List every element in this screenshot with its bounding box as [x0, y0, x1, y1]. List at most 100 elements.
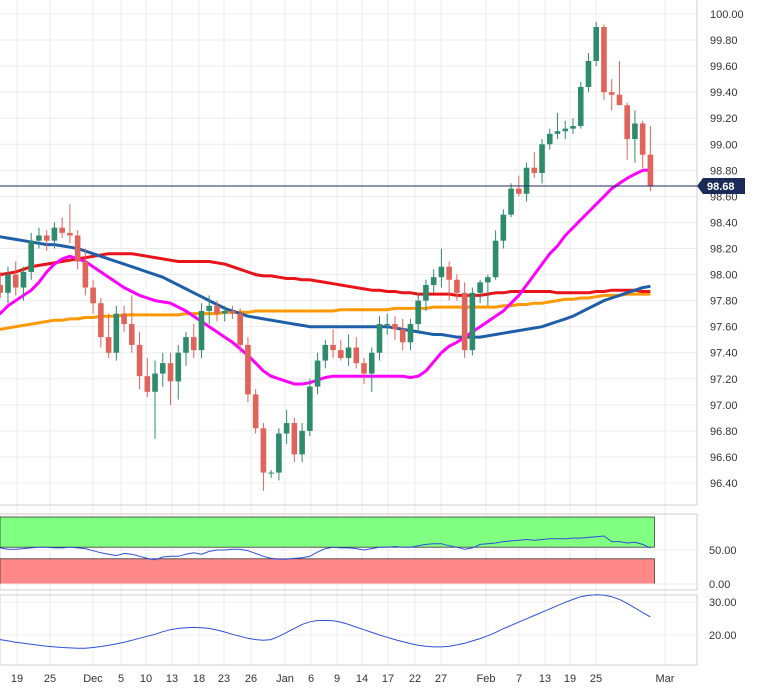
candle: [159, 352, 166, 387]
candle-body: [376, 324, 383, 353]
x-tick-label: Dec: [83, 673, 103, 685]
candle-body: [198, 311, 205, 351]
candle: [454, 274, 460, 301]
candle-body: [237, 313, 243, 345]
adx-line: [0, 594, 651, 649]
candle-body: [252, 394, 259, 429]
adx-frame: [0, 594, 698, 666]
price-y-tick-label: 98.20: [710, 244, 738, 256]
rsi-y-tick-label: 0.00: [709, 579, 730, 591]
candle-body: [82, 261, 89, 288]
rsi-overbought-zone: [0, 516, 655, 548]
x-tick-label: 23: [218, 673, 230, 685]
candle-body: [214, 305, 220, 314]
candle-body: [121, 313, 127, 325]
x-tick-label: 10: [140, 673, 152, 685]
candle: [291, 417, 298, 463]
candle: [392, 316, 398, 340]
candle-body: [616, 94, 623, 106]
candle: [67, 204, 73, 244]
candle: [105, 313, 112, 358]
adx-panel: 30.00 20.00: [0, 594, 737, 666]
candle-body: [12, 274, 19, 288]
x-tick-label: 13: [539, 673, 551, 685]
adx-y-tick-label: 20.00: [709, 630, 737, 642]
price-y-tick-label: 96.40: [710, 478, 738, 490]
candle: [43, 230, 50, 252]
candle: [152, 360, 158, 439]
candle-body: [74, 235, 81, 262]
x-tick-label: 14: [356, 673, 368, 685]
candle: [477, 279, 483, 304]
candle-body: [415, 300, 421, 325]
candle: [59, 217, 65, 239]
candle-body: [438, 266, 445, 278]
candle-body: [368, 352, 375, 374]
candle: [167, 352, 174, 405]
price-y-tick-label: 99.20: [710, 113, 738, 125]
candle-body: [221, 311, 228, 314]
candle: [144, 357, 151, 398]
x-tick-label: Feb: [477, 673, 496, 685]
candle: [338, 339, 344, 361]
candles: [0, 21, 654, 491]
candle: [616, 60, 623, 106]
x-tick-label: 5: [118, 673, 124, 685]
candle: [229, 305, 236, 319]
price-y-tick-label: 97.00: [710, 400, 738, 412]
price-y-tick-label: 98.80: [710, 165, 738, 177]
candle-body: [268, 472, 274, 474]
candle: [485, 274, 491, 306]
candle-body: [477, 282, 483, 293]
candle: [546, 128, 553, 150]
price-y-tick-label: 100.00: [710, 9, 744, 21]
candle: [245, 337, 251, 403]
candle: [601, 24, 607, 100]
rsi-y-tick-label: 50.00: [709, 545, 737, 557]
candle: [51, 222, 58, 249]
last-price-badge: [697, 177, 745, 194]
x-tick-label: 13: [166, 673, 178, 685]
candle: [361, 357, 367, 384]
candle-body: [570, 126, 576, 129]
candle-body: [647, 154, 654, 186]
x-tick-label: 25: [590, 673, 602, 685]
candle: [129, 295, 135, 353]
candle: [237, 308, 243, 353]
candle-body: [384, 324, 391, 326]
candle-body: [423, 284, 429, 301]
candle: [314, 352, 321, 395]
rsi-frame: [0, 513, 698, 591]
candle-body: [554, 131, 561, 134]
candle: [276, 428, 282, 481]
candle: [384, 313, 391, 335]
candle-body: [28, 240, 34, 272]
candle: [531, 152, 538, 179]
candle: [415, 292, 421, 332]
price-y-tick-label: 98.40: [710, 217, 738, 229]
price-y-tick-label: 97.60: [710, 322, 738, 334]
x-tick-label: 19: [564, 673, 576, 685]
x-axis: 19 25 Dec 5 10 13 18 23 26 Jan 6 9 14 17 22 27 Feb 7 13 19 2…: [11, 673, 675, 685]
candle-body: [531, 167, 538, 173]
price-y-tick-label: 98.00: [710, 270, 738, 282]
candle: [469, 287, 476, 356]
candle-body: [314, 360, 321, 387]
candle-body: [175, 352, 182, 382]
candle: [36, 227, 42, 249]
candle: [554, 113, 561, 140]
candle: [12, 261, 19, 296]
candle: [345, 334, 352, 366]
adx-y-tick-label: 30.00: [709, 597, 737, 609]
candle: [353, 337, 360, 369]
sma200-line: [0, 292, 651, 331]
candle: [198, 303, 205, 358]
candle: [577, 81, 584, 129]
candle-body: [430, 277, 437, 285]
candle: [647, 126, 654, 192]
candle: [508, 183, 514, 218]
candle-body: [508, 188, 514, 215]
candle-body: [5, 274, 11, 293]
candle-body: [639, 123, 646, 155]
candle: [136, 331, 143, 390]
